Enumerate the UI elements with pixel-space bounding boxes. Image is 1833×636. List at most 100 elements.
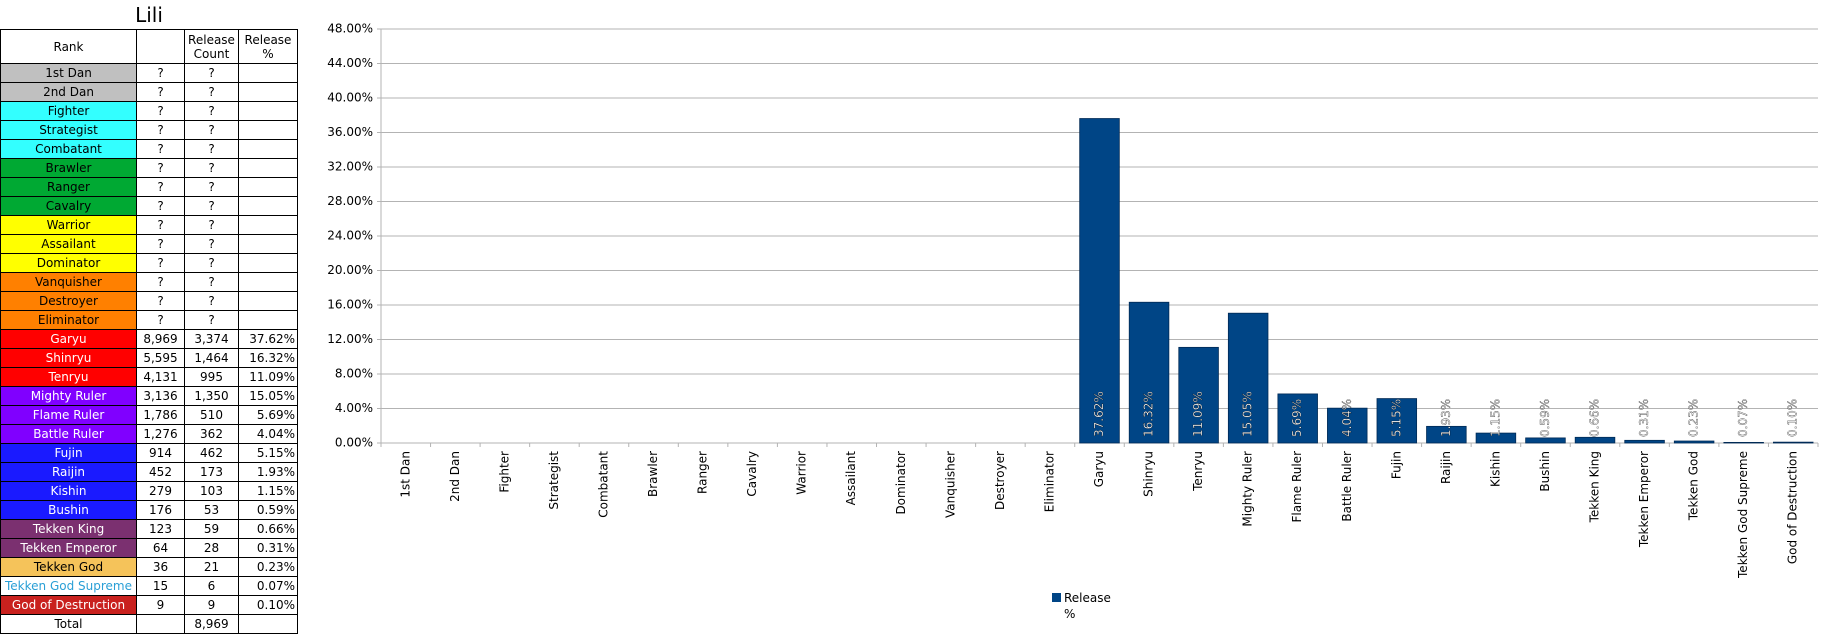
data-label: 0.59% bbox=[1538, 399, 1552, 437]
rank-cell: Warrior bbox=[0, 215, 137, 235]
table-row: Mighty Ruler 3,136 1,350 15.05% bbox=[0, 386, 298, 406]
data-cell: 0.66% bbox=[238, 519, 298, 539]
data-cell: ? bbox=[136, 253, 185, 273]
x-tick-label: Fujin bbox=[1389, 451, 1403, 479]
data-cell: ? bbox=[184, 63, 239, 83]
data-cell: ? bbox=[184, 139, 239, 159]
data-cell: 11.09% bbox=[238, 367, 298, 387]
table-row: Fighter?? bbox=[0, 101, 298, 121]
data-cell bbox=[238, 614, 298, 634]
y-tick-label: 32.00% bbox=[327, 160, 373, 174]
data-cell: 0.23% bbox=[238, 557, 298, 577]
data-cell: 1.15% bbox=[238, 481, 298, 501]
data-cell: 5.15% bbox=[238, 443, 298, 463]
x-tick-label: Tekken God bbox=[1687, 451, 1701, 521]
y-tick-label: 0.00% bbox=[335, 436, 373, 450]
data-cell: 176 bbox=[136, 500, 185, 520]
bar bbox=[1574, 436, 1616, 444]
legend-label: Release % bbox=[1064, 591, 1111, 621]
bar bbox=[1773, 441, 1814, 444]
bar bbox=[1624, 439, 1665, 444]
table-title: Lili bbox=[0, 0, 298, 30]
bar bbox=[1475, 432, 1517, 444]
table-row: Tekken Emperor 64 28 0.31% bbox=[0, 538, 298, 558]
data-cell: ? bbox=[136, 310, 185, 330]
rank-cell: Combatant bbox=[0, 139, 137, 159]
data-cell: 21 bbox=[184, 557, 239, 577]
x-tick-label: Ranger bbox=[696, 451, 710, 494]
x-tick-label: Warrior bbox=[795, 451, 809, 495]
data-cell bbox=[238, 215, 298, 235]
x-tick-label: 1st Dan bbox=[398, 451, 412, 498]
rank-cell: Tenryu bbox=[0, 367, 137, 387]
y-tick-label: 28.00% bbox=[327, 194, 373, 208]
rank-cell: Tekken Emperor bbox=[0, 538, 137, 558]
data-label: 4.04% bbox=[1340, 399, 1354, 437]
data-cell: 0.59% bbox=[238, 500, 298, 520]
data-cell: ? bbox=[136, 158, 185, 178]
rank-cell: 2nd Dan bbox=[0, 82, 137, 102]
data-cell: 103 bbox=[184, 481, 239, 501]
x-tick-label: Combatant bbox=[596, 451, 610, 518]
data-label: 37.62% bbox=[1092, 391, 1106, 437]
bar bbox=[1426, 425, 1467, 444]
bar bbox=[1673, 440, 1715, 444]
data-cell: ? bbox=[136, 215, 185, 235]
data-cell bbox=[238, 234, 298, 254]
data-cell: 0.07% bbox=[238, 576, 298, 596]
x-tick-label: Assailant bbox=[844, 451, 858, 506]
data-cell bbox=[238, 82, 298, 102]
table-row: Kishin 279 103 1.15% bbox=[0, 481, 298, 501]
x-tick-label: Strategist bbox=[547, 451, 561, 510]
bar bbox=[1723, 441, 1764, 444]
data-label: 1.93% bbox=[1439, 399, 1453, 437]
rank-cell: Flame Ruler bbox=[0, 405, 137, 425]
data-cell: ? bbox=[184, 215, 239, 235]
total-label: Total bbox=[0, 614, 137, 634]
data-cell: ? bbox=[136, 63, 185, 83]
rank-cell: Destroyer bbox=[0, 291, 137, 311]
table-row: Battle Ruler 1,276 362 4.04% bbox=[0, 424, 298, 444]
x-tick-label: Shinryu bbox=[1142, 451, 1156, 497]
table-row: Shinryu 5,595 1,464 16.32% bbox=[0, 348, 298, 368]
y-tick-label: 40.00% bbox=[327, 91, 373, 105]
y-tick-label: 4.00% bbox=[335, 401, 373, 415]
table-row: Cavalry?? bbox=[0, 196, 298, 216]
y-tick-label: 12.00% bbox=[327, 332, 373, 346]
table-row: Warrior?? bbox=[0, 215, 298, 235]
data-cell bbox=[136, 614, 185, 634]
bar bbox=[1079, 118, 1120, 444]
data-label: 1.15% bbox=[1488, 399, 1502, 437]
total-count: 8,969 bbox=[184, 614, 239, 634]
x-tick-label: Fighter bbox=[497, 451, 511, 493]
table-row: God of Destruction 9 9 0.10% bbox=[0, 595, 298, 615]
header-cell: Release % bbox=[238, 29, 298, 64]
y-tick-label: 8.00% bbox=[335, 367, 373, 381]
data-cell: 452 bbox=[136, 462, 185, 482]
rank-cell: Raijin bbox=[0, 462, 137, 482]
table-row: 1st Dan?? bbox=[0, 63, 298, 83]
data-cell: ? bbox=[184, 158, 239, 178]
rank-cell: Assailant bbox=[0, 234, 137, 254]
data-cell bbox=[238, 101, 298, 121]
data-cell: ? bbox=[136, 82, 185, 102]
data-cell: 510 bbox=[184, 405, 239, 425]
data-cell: ? bbox=[184, 120, 239, 140]
data-cell: ? bbox=[184, 177, 239, 197]
rank-cell: Shinryu bbox=[0, 348, 137, 368]
table-row: Flame Ruler 1,786 510 5.69% bbox=[0, 405, 298, 425]
data-cell bbox=[238, 63, 298, 83]
data-cell: 15.05% bbox=[238, 386, 298, 406]
data-cell: 0.31% bbox=[238, 538, 298, 558]
data-label: 0.07% bbox=[1736, 399, 1750, 437]
data-cell: 362 bbox=[184, 424, 239, 444]
data-cell: 59 bbox=[184, 519, 239, 539]
data-label: 5.69% bbox=[1290, 399, 1304, 437]
data-cell: ? bbox=[184, 101, 239, 121]
rank-cell: Garyu bbox=[0, 329, 137, 349]
data-cell: 16.32% bbox=[238, 348, 298, 368]
bar bbox=[1128, 301, 1170, 444]
y-tick-label: 16.00% bbox=[327, 298, 373, 312]
legend: Release % bbox=[1052, 590, 1112, 622]
data-cell: 6 bbox=[184, 576, 239, 596]
